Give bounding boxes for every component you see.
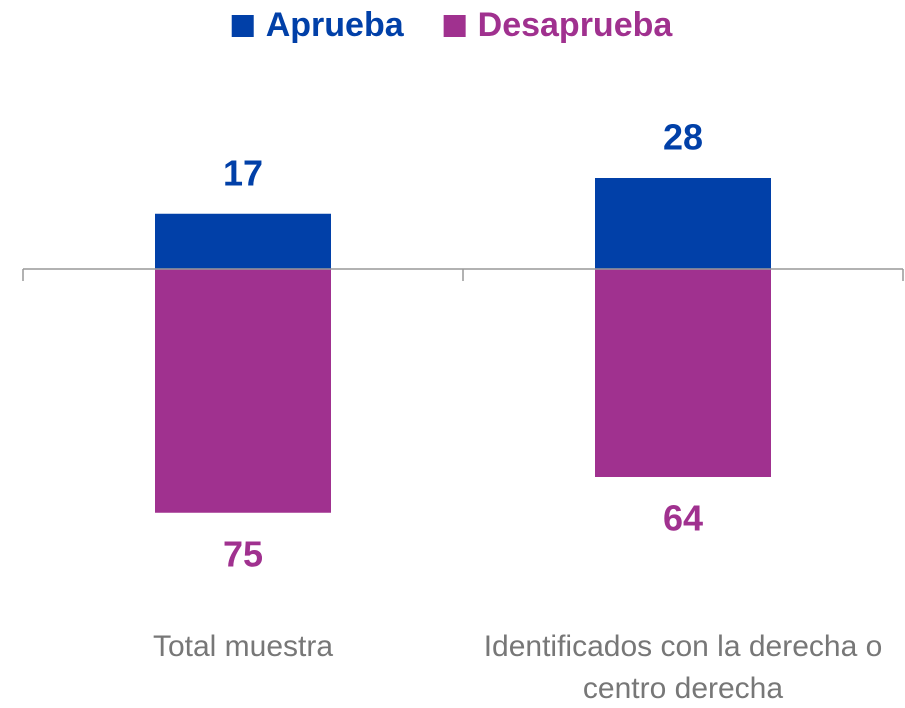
data-label: 64 (663, 498, 703, 539)
legend-swatch (443, 15, 466, 37)
data-label: 28 (663, 117, 703, 158)
legend-label: Aprueba (266, 6, 405, 44)
x-tick-label: Identificados con la derecha o centro de… (483, 630, 883, 705)
data-label: 75 (223, 533, 263, 574)
legend-label: Desaprueba (478, 6, 674, 44)
bar (595, 269, 771, 477)
legend-swatch (231, 15, 254, 37)
bar (155, 213, 331, 269)
bar (155, 269, 331, 513)
data-label: 17 (223, 152, 263, 193)
x-tick-label: Total muestra (152, 630, 334, 663)
bar (595, 178, 771, 269)
